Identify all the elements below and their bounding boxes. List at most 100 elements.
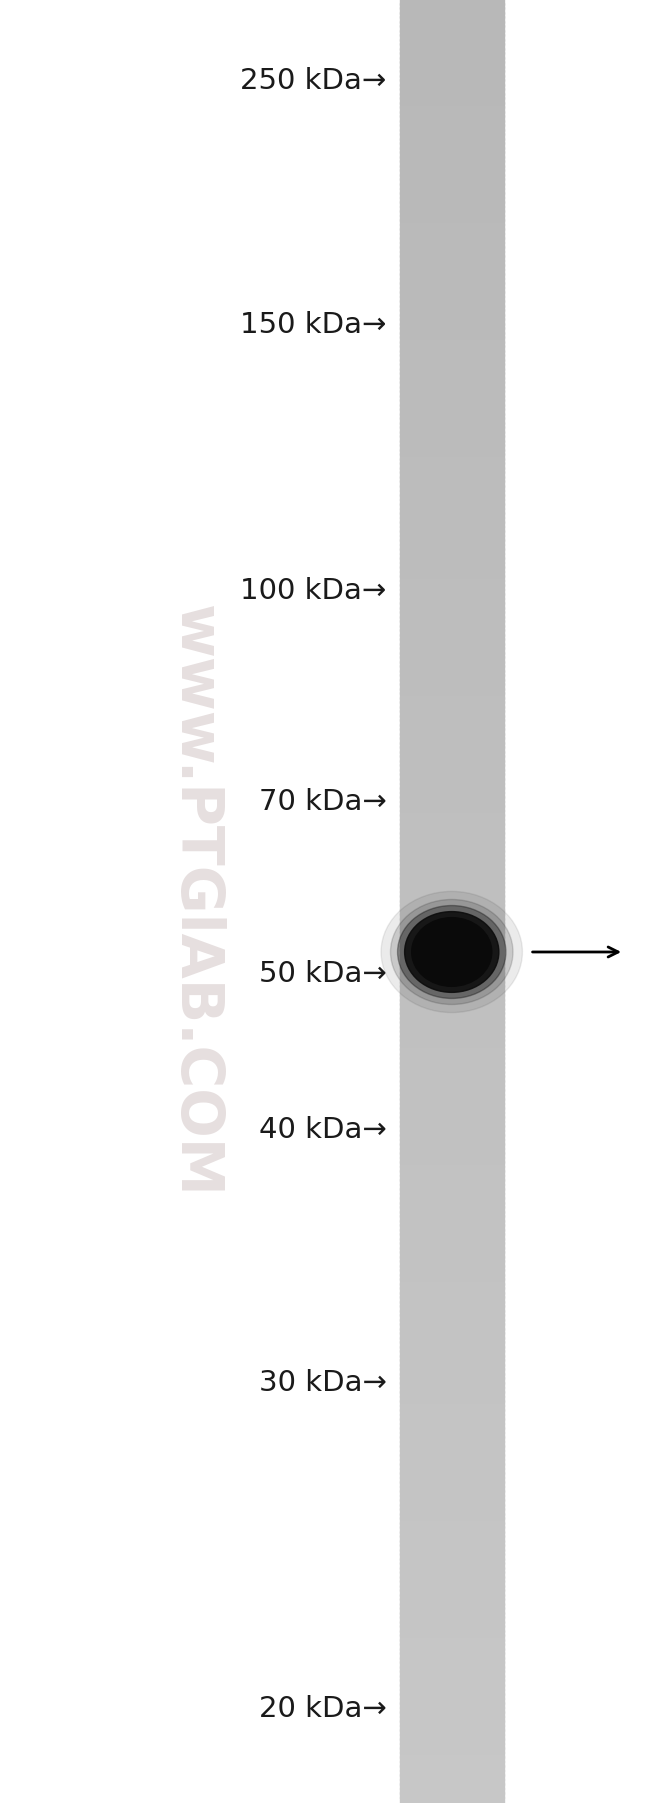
Bar [400, 142, 504, 148]
Bar [400, 382, 504, 388]
Bar [400, 1338, 504, 1343]
Bar [400, 1666, 504, 1673]
Bar [400, 299, 504, 307]
Text: 20 kDa→: 20 kDa→ [259, 1695, 387, 1724]
Bar [400, 70, 504, 76]
Bar [400, 323, 504, 328]
Bar [400, 819, 504, 826]
Bar [400, 16, 504, 22]
Text: 150 kDa→: 150 kDa→ [240, 310, 387, 339]
Bar [400, 1734, 504, 1740]
Bar [400, 164, 504, 171]
Bar [400, 878, 504, 883]
Bar [400, 981, 504, 986]
Bar [400, 287, 504, 292]
Bar [400, 1201, 504, 1208]
Bar [400, 1724, 504, 1731]
Bar [400, 1540, 504, 1547]
Bar [400, 1194, 504, 1199]
Bar [400, 508, 504, 514]
Bar [400, 698, 504, 703]
Bar [400, 133, 504, 141]
Bar [400, 1305, 504, 1311]
Bar [400, 653, 504, 658]
Bar [400, 1585, 504, 1590]
Bar [400, 984, 504, 992]
Bar [400, 1179, 504, 1186]
Bar [400, 728, 504, 734]
Bar [400, 139, 504, 144]
Bar [400, 328, 504, 334]
Bar [400, 1197, 504, 1204]
Bar [400, 1327, 504, 1334]
Bar [400, 269, 504, 274]
Bar [400, 689, 504, 694]
Bar [400, 490, 504, 496]
Bar [400, 891, 504, 896]
Bar [400, 1158, 504, 1163]
Bar [400, 1314, 504, 1320]
Bar [400, 779, 504, 784]
Bar [400, 734, 504, 739]
Bar [400, 29, 504, 36]
Bar [400, 1284, 504, 1289]
Bar [400, 1543, 504, 1551]
Bar [400, 864, 504, 871]
Bar [400, 954, 504, 959]
Bar [400, 930, 504, 938]
Bar [400, 584, 504, 591]
Ellipse shape [381, 891, 523, 1013]
Bar [400, 810, 504, 815]
Bar [400, 737, 504, 743]
Bar [400, 1341, 504, 1349]
Bar [400, 941, 504, 947]
Bar [400, 431, 504, 438]
Bar [400, 409, 504, 415]
Bar [400, 1729, 504, 1734]
Bar [400, 314, 504, 321]
Bar [400, 615, 504, 622]
Bar [400, 197, 504, 202]
Bar [400, 25, 504, 31]
Bar [400, 400, 504, 406]
Bar [400, 1446, 504, 1451]
Bar [400, 900, 504, 905]
Bar [400, 566, 504, 573]
Bar [400, 1706, 504, 1713]
Bar [400, 404, 504, 411]
Bar [400, 494, 504, 499]
Bar [400, 517, 504, 523]
Bar [400, 626, 504, 631]
Bar [400, 1302, 504, 1307]
Ellipse shape [411, 918, 492, 986]
Bar [400, 846, 504, 851]
Bar [400, 1608, 504, 1614]
Bar [400, 130, 504, 135]
Bar [400, 1320, 504, 1325]
Bar [400, 903, 504, 911]
Bar [400, 575, 504, 581]
Bar [400, 1374, 504, 1379]
Bar [400, 1495, 504, 1500]
Bar [400, 1377, 504, 1385]
Bar [400, 966, 504, 974]
Bar [400, 948, 504, 956]
Bar [400, 1486, 504, 1493]
Bar [400, 1644, 504, 1650]
Bar [400, 1531, 504, 1536]
Bar [400, 1688, 504, 1695]
Ellipse shape [398, 905, 506, 999]
Bar [400, 1323, 504, 1331]
Bar [400, 743, 504, 748]
Bar [400, 602, 504, 608]
Bar [400, 545, 504, 550]
Bar [400, 191, 504, 198]
Bar [400, 353, 504, 361]
Bar [400, 247, 504, 252]
Bar [400, 1044, 504, 1049]
Bar [400, 620, 504, 626]
Text: 30 kDa→: 30 kDa→ [259, 1368, 387, 1397]
Bar [400, 671, 504, 676]
Bar [400, 535, 504, 541]
Bar [400, 710, 504, 716]
